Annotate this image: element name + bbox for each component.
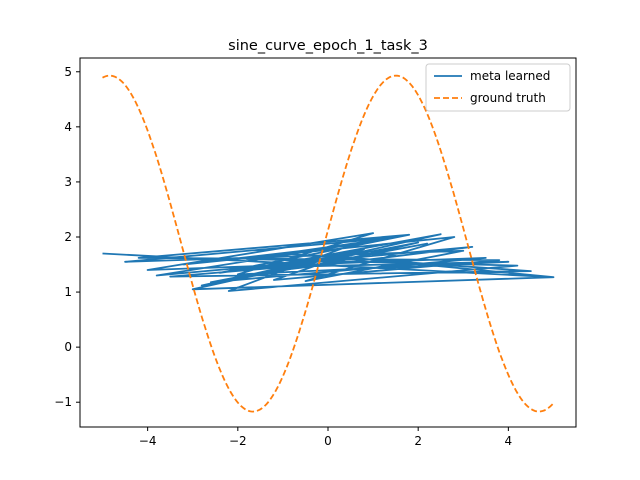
x-tick-label: 2: [414, 434, 422, 448]
x-tick-label: 0: [324, 434, 332, 448]
plot-area: [102, 74, 555, 413]
y-tick-label: 3: [64, 175, 72, 189]
x-tick-label: −4: [139, 434, 157, 448]
y-tick-label: 4: [64, 120, 72, 134]
series-meta-learned-line: [102, 232, 555, 292]
x-tick-label: −2: [229, 434, 247, 448]
legend-label-meta-learned: meta learned: [470, 69, 550, 83]
y-tick-label: −1: [54, 395, 72, 409]
y-tick-label: 5: [64, 65, 72, 79]
y-tick-label: 2: [64, 230, 72, 244]
legend-label-ground-truth: ground truth: [470, 91, 546, 105]
legend: meta learned ground truth: [425, 63, 571, 112]
y-tick-label: 0: [64, 340, 72, 354]
axes: −4 −2 0 2 4 −1 0 1 2 3 4 5: [54, 57, 577, 448]
y-tick-label: 1: [64, 285, 72, 299]
x-tick-label: 4: [505, 434, 513, 448]
chart-title: sine_curve_epoch_1_task_3: [228, 38, 428, 54]
series-ground-truth-line: [102, 74, 555, 413]
